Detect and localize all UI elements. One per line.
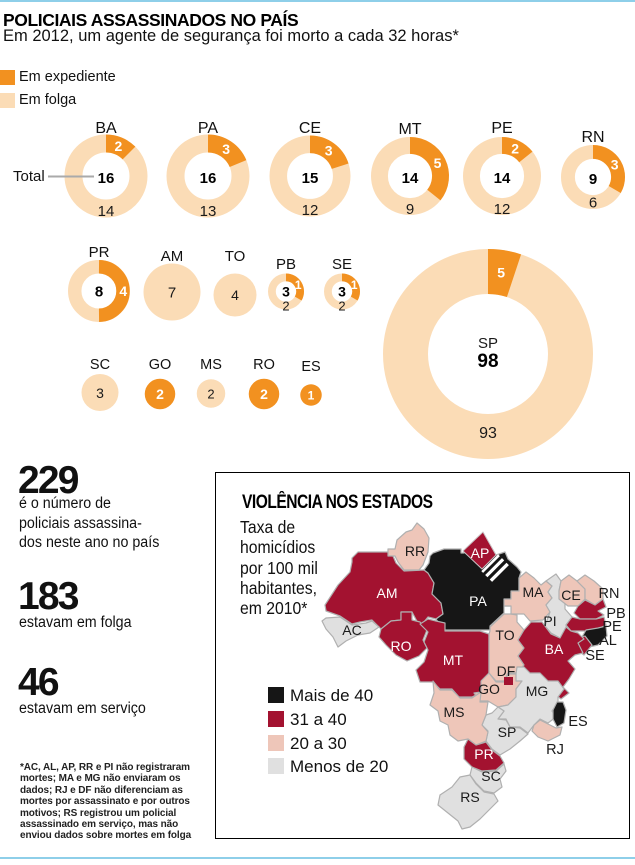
svg-text:RR: RR [405, 543, 425, 559]
svg-text:PB: PB [606, 606, 625, 622]
svg-text:ES: ES [568, 714, 587, 730]
svg-text:MS: MS [444, 704, 465, 720]
svg-text:SP: SP [478, 335, 498, 352]
svg-text:2: 2 [156, 386, 164, 402]
svg-text:AL: AL [599, 633, 617, 649]
svg-text:RN: RN [599, 586, 620, 602]
svg-text:9: 9 [589, 171, 597, 188]
svg-text:SE: SE [332, 256, 352, 273]
svg-text:2: 2 [207, 387, 214, 402]
svg-text:14: 14 [402, 170, 419, 187]
svg-text:2: 2 [115, 138, 123, 154]
svg-text:3: 3 [338, 284, 346, 300]
svg-text:GO: GO [149, 357, 172, 373]
svg-text:2: 2 [338, 298, 345, 313]
svg-text:16: 16 [98, 170, 115, 187]
svg-text:1: 1 [351, 278, 358, 292]
svg-text:TO: TO [225, 248, 246, 265]
svg-text:CE: CE [299, 120, 321, 137]
svg-text:2: 2 [282, 298, 289, 313]
svg-text:RJ: RJ [546, 742, 564, 758]
svg-text:14: 14 [494, 170, 511, 187]
svg-text:8: 8 [95, 283, 103, 300]
svg-text:MS: MS [200, 357, 222, 373]
svg-text:PI: PI [543, 613, 556, 629]
svg-text:MT: MT [443, 652, 464, 668]
svg-text:AP: AP [471, 545, 490, 561]
svg-text:SC: SC [90, 357, 110, 373]
svg-text:13: 13 [200, 203, 217, 220]
svg-text:12: 12 [302, 202, 319, 219]
svg-text:BA: BA [545, 641, 564, 657]
svg-text:6: 6 [589, 195, 597, 212]
svg-text:3: 3 [611, 157, 619, 173]
svg-text:AM: AM [377, 585, 398, 601]
svg-text:PB: PB [276, 256, 296, 273]
svg-text:5: 5 [434, 155, 442, 171]
svg-text:9: 9 [406, 201, 414, 218]
svg-text:4: 4 [119, 283, 127, 299]
svg-text:SC: SC [481, 768, 500, 784]
svg-text:Total: Total [13, 168, 45, 185]
svg-text:5: 5 [497, 265, 505, 281]
svg-text:SP: SP [498, 724, 517, 740]
svg-text:16: 16 [200, 170, 217, 187]
svg-text:3: 3 [96, 385, 104, 401]
svg-text:1: 1 [295, 278, 302, 292]
svg-text:RO: RO [391, 638, 412, 654]
svg-text:CE: CE [561, 587, 580, 603]
svg-text:PA: PA [469, 593, 487, 609]
svg-text:AC: AC [342, 622, 361, 638]
svg-text:7: 7 [168, 285, 176, 302]
svg-text:ES: ES [301, 359, 320, 375]
svg-text:PE: PE [602, 619, 622, 635]
svg-text:MA: MA [523, 584, 545, 600]
svg-text:3: 3 [222, 141, 230, 157]
svg-text:2: 2 [260, 386, 268, 402]
svg-text:RO: RO [253, 357, 275, 373]
svg-text:SE: SE [585, 648, 605, 664]
svg-text:12: 12 [494, 201, 511, 218]
svg-text:15: 15 [302, 170, 319, 187]
svg-text:PR: PR [89, 244, 110, 261]
svg-text:PA: PA [198, 120, 218, 137]
svg-text:93: 93 [479, 425, 497, 442]
svg-text:2: 2 [511, 141, 519, 157]
svg-text:BA: BA [95, 120, 117, 137]
svg-text:3: 3 [282, 284, 290, 300]
svg-text:MT: MT [398, 121, 421, 138]
svg-text:AM: AM [161, 248, 184, 265]
svg-text:98: 98 [477, 351, 498, 372]
svg-text:PR: PR [474, 746, 493, 762]
svg-text:1: 1 [308, 389, 315, 403]
svg-text:RN: RN [581, 129, 604, 146]
svg-text:DF: DF [497, 663, 516, 679]
svg-text:TO: TO [495, 627, 514, 643]
svg-text:4: 4 [231, 287, 239, 303]
svg-text:PE: PE [491, 120, 512, 137]
svg-text:RS: RS [460, 789, 479, 805]
svg-text:14: 14 [98, 203, 115, 220]
svg-text:MG: MG [526, 683, 549, 699]
svg-text:3: 3 [325, 142, 333, 158]
svg-text:GO: GO [478, 681, 500, 697]
